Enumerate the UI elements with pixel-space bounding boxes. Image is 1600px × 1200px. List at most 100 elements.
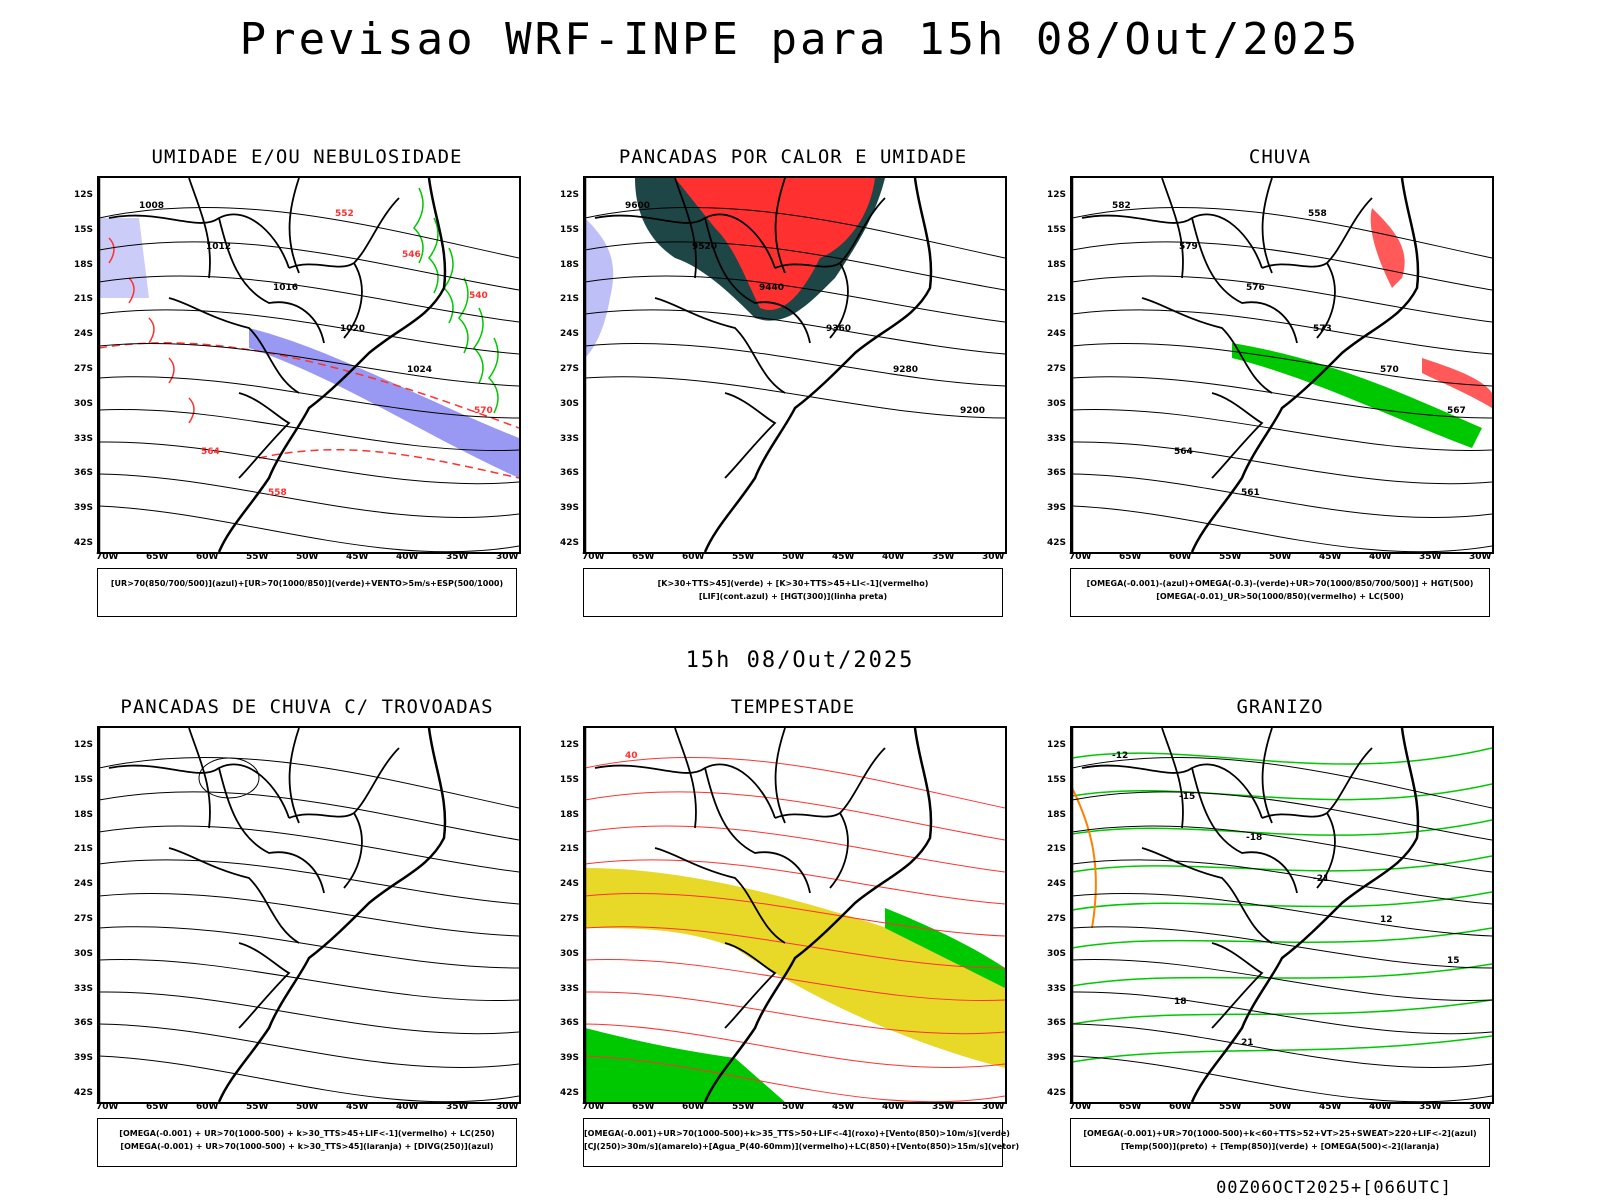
legend-trovoadas: [OMEGA(-0.001) + UR>70(1000-500) + k>30_… [97,1118,517,1167]
contour-label: 1016 [273,283,298,293]
map-granizo: -12 -15 -18 -21 12 15 18 21 [1070,726,1494,1104]
panel-title-trovoadas: PANCADAS DE CHUVA C/ TROVOADAS [120,696,494,718]
contour-label: 561 [1241,488,1260,498]
longitude-label: 45W [832,1102,855,1112]
latitude-label: 42S [1046,538,1066,548]
map-umidade: 1008 1012 1016 1020 1024 570 564 558 552 546 540 [97,176,521,554]
longitude-label: 65W [1119,1102,1142,1112]
latitude-label: 27S [73,914,93,924]
latitude-label: 24S [559,329,579,340]
longitude-label: 70W [582,552,605,562]
latitude-label: 27S [73,364,93,374]
longitude-label: 60W [682,1102,705,1112]
contour-label: 1024 [407,365,432,375]
longitude-label: 30W [982,1102,1005,1112]
contour-label: 558 [1308,209,1327,219]
contour-label: -12 [1112,751,1128,761]
longitude-label: 65W [146,552,169,562]
longitude-label: 55W [732,1102,755,1112]
longitude-label: 55W [246,1102,269,1112]
panel-title-chuva: CHUVA [1248,146,1312,168]
longitude-label: 50W [296,552,319,562]
contour-label: 573 [1313,324,1332,334]
latitude-label: 39S [1046,503,1066,514]
contour-label: 564 [1174,447,1193,457]
longitude-label: 30W [1469,552,1492,562]
latitude-label: 39S [1046,1053,1066,1064]
contour-label: 40 [625,751,638,761]
contour-label: 9280 [893,365,918,375]
panel-title-umidade: UMIDADE E/OU NEBULOSIDADE [151,146,463,168]
contour-label: -18 [1246,833,1262,843]
legend-line: [UR>70(850/700/500)](azul)+[UR>70(1000/8… [110,579,504,588]
latitude-label: 33S [559,983,579,994]
latitude-label: 42S [559,1088,579,1098]
longitude-label: 65W [632,1102,655,1112]
latitude-label: 12S [73,190,93,200]
latitude-label: 18S [73,259,93,270]
contour-label: 576 [1246,283,1265,293]
latitude-label: 21S [1046,844,1066,855]
contour-label: 12 [1380,915,1393,925]
longitude-label: 70W [96,552,119,562]
contour-label: 1008 [139,201,164,211]
latitude-label: 39S [73,503,93,514]
latitude-label: 30S [1046,948,1066,959]
latitude-label: 33S [73,983,93,994]
latitude-label: 12S [559,740,579,750]
longitude-label: 50W [1269,1102,1292,1112]
longitude-label: 70W [582,1102,605,1112]
latitude-label: 36S [559,468,579,479]
latitude-label: 39S [73,1053,93,1064]
panel-title-pancadas: PANCADAS POR CALOR E UMIDADE [618,146,968,168]
contour-label: 9360 [826,324,851,334]
longitude-label: 35W [446,552,469,562]
latitude-label: 39S [559,503,579,514]
latitude-label: 30S [1046,398,1066,409]
longitude-label: 30W [496,552,519,562]
map-tempestade: 40 [583,726,1007,1104]
latitude-label: 12S [1046,190,1066,200]
latitude-label: 21S [73,844,93,855]
longitude-label: 50W [782,1102,805,1112]
latitude-label: 21S [559,294,579,305]
latitude-label: 24S [1046,329,1066,340]
latitude-label: 15S [73,224,93,235]
legend-line: [OMEGA(-0.001) + UR>70(1000-500) + k>30_… [119,1129,495,1138]
longitude-label: 70W [1069,552,1092,562]
latitude-label: 36S [73,468,93,479]
legend-umidade: [UR>70(850/700/500)](azul)+[UR>70(1000/8… [97,568,517,617]
latitude-label: 30S [559,398,579,409]
latitude-label: 15S [1046,774,1066,785]
contour-label: 9440 [759,283,784,293]
contour-label: 9520 [692,242,717,252]
contour-label: -21 [1313,874,1329,884]
latitude-label: 36S [73,1018,93,1029]
longitude-label: 60W [196,1102,219,1112]
latitude-label: 24S [73,879,93,890]
latitude-label: 15S [559,774,579,785]
legend-line: [OMEGA(-0.001)-(azul)+OMEGA(-0.3)-(verde… [1086,579,1474,588]
contour-label: 570 [474,406,493,416]
latitude-label: 30S [73,948,93,959]
latitude-label: 36S [1046,1018,1066,1029]
latitude-label: 24S [1046,879,1066,890]
longitude-label: 60W [1169,552,1192,562]
legend-pancadas: [K>30+TTS>45](verde) + [K>30+TTS>45+LI<-… [583,568,1003,617]
longitude-label: 35W [446,1102,469,1112]
longitude-label: 50W [782,552,805,562]
contour-label: 540 [469,291,488,301]
longitude-label: 50W [1269,552,1292,562]
latitude-label: 18S [559,809,579,820]
latitude-label: 12S [1046,740,1066,750]
longitude-label: 35W [932,1102,955,1112]
latitude-label: 18S [73,809,93,820]
legend-line: [OMEGA(-0.001)+UR>70(1000-500)+k<60+TTS>… [1083,1129,1477,1138]
longitude-label: 55W [1219,552,1242,562]
contour-label: 558 [268,488,287,498]
latitude-label: 15S [73,774,93,785]
longitude-label: 70W [96,1102,119,1112]
latitude-label: 21S [73,294,93,305]
longitude-label: 45W [346,552,369,562]
legend-line: [LIF](cont.azul) + [HGT(300)](linha pret… [698,592,888,601]
